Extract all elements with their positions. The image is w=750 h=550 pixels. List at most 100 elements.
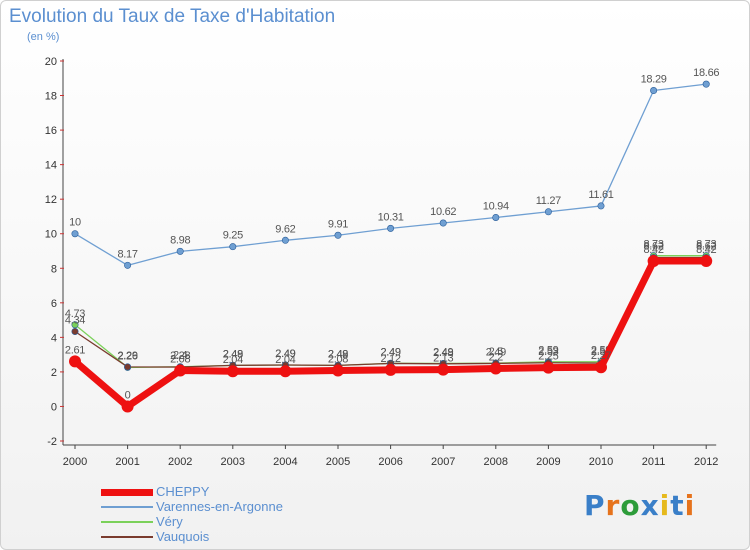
- data-label: 2.08: [170, 354, 190, 366]
- series-cheppy: 2.61 0 2.08 2.04 2.04 2.08 2.12 2.13 2.2 2.25 2.27…: [65, 244, 717, 413]
- x-tick-label: 2001: [115, 456, 139, 468]
- data-point: [542, 361, 555, 374]
- y-tick-label: 14: [45, 160, 57, 172]
- data-label: 2.49: [223, 348, 243, 360]
- data-point: [176, 247, 184, 255]
- data-label: 9.62: [275, 223, 295, 235]
- data-label: 2.59: [538, 345, 558, 357]
- data-label: 2.04: [223, 354, 243, 366]
- data-point: [124, 363, 132, 371]
- x-tick-label: 2000: [63, 456, 87, 468]
- data-point: [437, 363, 450, 376]
- data-label: 2.49: [328, 348, 348, 360]
- chart-subtitle: (en %): [27, 31, 60, 43]
- data-point: [174, 364, 187, 377]
- data-label: 18.66: [693, 67, 719, 79]
- data-label: 8.42: [696, 244, 716, 256]
- data-point: [647, 255, 660, 268]
- data-point: [439, 219, 447, 227]
- data-label: 8.98: [170, 234, 190, 246]
- data-point: [489, 362, 502, 375]
- data-point: [387, 224, 395, 232]
- data-point: [121, 400, 134, 413]
- data-label: 10.62: [430, 206, 456, 218]
- data-label: 18.29: [641, 74, 667, 86]
- legend-swatch: [101, 521, 153, 523]
- data-label: 9.91: [328, 218, 348, 230]
- y-tick-label: 2: [51, 367, 57, 379]
- legend-swatch: [101, 536, 153, 538]
- data-label: 4.73: [65, 308, 85, 320]
- data-label: 8.42: [643, 244, 663, 256]
- legend-swatch: [101, 506, 153, 508]
- legend-label: Véry: [156, 514, 183, 529]
- x-tick-label: 2006: [378, 456, 402, 468]
- logo-letter: r: [605, 489, 621, 522]
- data-label: 2.48: [433, 347, 453, 359]
- data-point: [544, 208, 552, 216]
- legend-label: Varennes-en-Argonne: [156, 499, 283, 514]
- data-label: 2.49: [380, 346, 400, 358]
- x-tick-label: 2004: [273, 456, 297, 468]
- data-label: 0: [125, 389, 131, 401]
- legend-label: Vauquois: [156, 529, 210, 544]
- x-tick-label: 2012: [694, 456, 718, 468]
- x-tick-label: 2008: [484, 456, 508, 468]
- x-tick-label: 2007: [431, 456, 455, 468]
- data-label: 2.53: [538, 346, 558, 358]
- logo-letter: x: [640, 489, 660, 522]
- data-label: 2.49: [380, 346, 400, 358]
- data-point: [279, 365, 292, 378]
- data-label: 2.13: [433, 353, 453, 365]
- data-label: 10.31: [378, 211, 404, 223]
- data-label: 2.29: [117, 350, 137, 362]
- data-point: [384, 363, 397, 376]
- data-point: [597, 202, 605, 210]
- logo-letter: P: [584, 489, 606, 522]
- data-label: 4.34: [65, 314, 85, 326]
- data-point: [71, 230, 79, 238]
- data-point: [700, 255, 713, 268]
- data-label: 2.12: [380, 353, 400, 365]
- data-label: 8.73: [643, 239, 663, 251]
- x-tick-label: 2011: [642, 456, 666, 468]
- y-tick-label: 20: [45, 56, 57, 68]
- data-label: 2.08: [328, 354, 348, 366]
- y-tick-label: 4: [51, 332, 57, 344]
- data-label: 8.62: [696, 241, 716, 253]
- data-point: [650, 87, 658, 95]
- data-label: 8.17: [117, 248, 137, 260]
- data-label: 2.27: [591, 350, 611, 362]
- data-label: 2.49: [275, 348, 295, 360]
- series-vauquois: 4.342.29 2.28 2.49 2.49 2.49 2.49 2.48 2.49 2.53…: [65, 241, 717, 371]
- series-line: [72, 257, 707, 410]
- y-tick-label: 6: [51, 298, 57, 310]
- y-tick-label: 18: [45, 91, 57, 103]
- data-point: [71, 321, 79, 329]
- y-tick-label: 16: [45, 125, 57, 137]
- data-point: [334, 231, 342, 239]
- data-point: [124, 261, 132, 269]
- data-label: 2.49: [433, 346, 453, 358]
- x-tick-label: 2009: [536, 456, 560, 468]
- data-label: 2.49: [275, 348, 295, 360]
- data-label: 2.61: [65, 344, 85, 356]
- legend-label: CHEPPY: [156, 484, 210, 499]
- data-label: 2.28: [170, 350, 190, 362]
- logo-letter: o: [620, 489, 641, 522]
- data-label: 2.26: [117, 350, 137, 362]
- data-label: 2.48: [328, 348, 348, 360]
- y-tick-label: 10: [45, 229, 57, 241]
- y-tick-label: 12: [45, 194, 57, 206]
- data-point: [69, 355, 81, 368]
- y-tick-label: 0: [51, 401, 57, 413]
- x-tick-label: 2010: [589, 456, 613, 468]
- data-point: [332, 364, 344, 377]
- data-label: 11.27: [536, 195, 561, 207]
- data-label: 2.48: [223, 348, 243, 360]
- data-label: 2.2: [489, 351, 504, 363]
- data-point: [702, 80, 710, 88]
- data-point: [281, 236, 289, 244]
